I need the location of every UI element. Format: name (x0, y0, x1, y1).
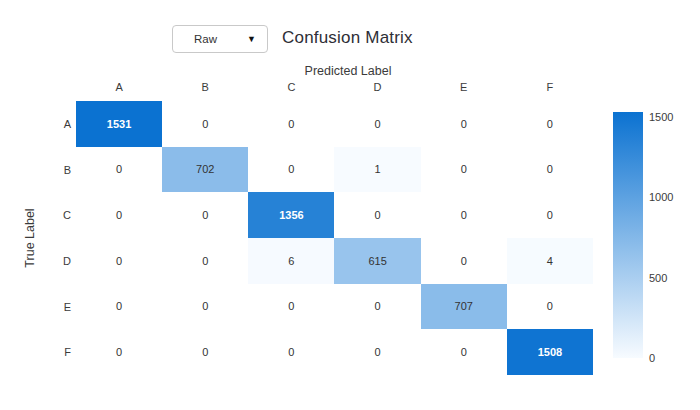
colorbar-gradient (613, 112, 643, 358)
matrix-cell-f-e[interactable]: 0 (421, 329, 507, 375)
row-label-f: F (41, 346, 71, 358)
col-header-a: A (99, 81, 139, 93)
matrix-cell-a-c[interactable]: 0 (248, 101, 334, 147)
view-mode-selected-value: Raw (173, 33, 247, 45)
heatmap-grid: 1531000000702010000135600000661504000070… (76, 101, 593, 375)
matrix-cell-e-b[interactable]: 0 (162, 284, 248, 330)
matrix-cell-a-d[interactable]: 0 (334, 101, 420, 147)
matrix-cell-c-b[interactable]: 0 (162, 192, 248, 238)
matrix-cell-e-d[interactable]: 0 (334, 284, 420, 330)
colorbar-tick-500: 500 (649, 272, 693, 284)
row-label-a: A (41, 118, 71, 130)
matrix-cell-a-a[interactable]: 1531 (76, 101, 162, 147)
matrix-cell-e-f[interactable]: 0 (507, 284, 593, 330)
matrix-cell-e-e[interactable]: 707 (421, 284, 507, 330)
matrix-cell-f-a[interactable]: 0 (76, 329, 162, 375)
view-mode-select[interactable]: Raw ▼ (172, 25, 268, 53)
page-title: Confusion Matrix (282, 28, 413, 48)
matrix-cell-d-f[interactable]: 4 (507, 238, 593, 284)
matrix-cell-d-b[interactable]: 0 (162, 238, 248, 284)
matrix-cell-c-c[interactable]: 1356 (248, 192, 334, 238)
matrix-cell-f-c[interactable]: 0 (248, 329, 334, 375)
confusion-matrix-app: Raw ▼ Confusion Matrix Predicted Label T… (0, 0, 700, 410)
matrix-cell-b-d[interactable]: 1 (334, 147, 420, 193)
matrix-cell-d-d[interactable]: 615 (334, 238, 420, 284)
col-header-e: E (444, 81, 484, 93)
matrix-cell-d-e[interactable]: 0 (421, 238, 507, 284)
matrix-cell-f-d[interactable]: 0 (334, 329, 420, 375)
matrix-cell-c-e[interactable]: 0 (421, 192, 507, 238)
matrix-cell-c-f[interactable]: 0 (507, 192, 593, 238)
colorbar-tick-1000: 1000 (649, 191, 693, 203)
col-header-b: B (185, 81, 225, 93)
row-label-d: D (41, 255, 71, 267)
col-header-f: F (530, 81, 570, 93)
row-label-c: C (41, 209, 71, 221)
matrix-cell-f-b[interactable]: 0 (162, 329, 248, 375)
matrix-cell-c-d[interactable]: 0 (334, 192, 420, 238)
matrix-cell-d-c[interactable]: 6 (248, 238, 334, 284)
matrix-cell-b-b[interactable]: 702 (162, 147, 248, 193)
matrix-cell-b-e[interactable]: 0 (421, 147, 507, 193)
colorbar-tick-1500: 1500 (649, 111, 693, 123)
chevron-down-icon: ▼ (247, 35, 267, 44)
y-axis-title: True Label (23, 186, 37, 290)
matrix-cell-e-c[interactable]: 0 (248, 284, 334, 330)
matrix-cell-a-f[interactable]: 0 (507, 101, 593, 147)
matrix-cell-a-b[interactable]: 0 (162, 101, 248, 147)
col-header-c: C (271, 81, 311, 93)
matrix-cell-f-f[interactable]: 1508 (507, 329, 593, 375)
row-label-e: E (41, 301, 71, 313)
matrix-cell-b-c[interactable]: 0 (248, 147, 334, 193)
matrix-cell-b-f[interactable]: 0 (507, 147, 593, 193)
colorbar-tick-0: 0 (649, 352, 693, 364)
matrix-cell-b-a[interactable]: 0 (76, 147, 162, 193)
matrix-cell-c-a[interactable]: 0 (76, 192, 162, 238)
matrix-cell-a-e[interactable]: 0 (421, 101, 507, 147)
matrix-cell-d-a[interactable]: 0 (76, 238, 162, 284)
row-label-b: B (41, 164, 71, 176)
col-header-d: D (358, 81, 398, 93)
matrix-cell-e-a[interactable]: 0 (76, 284, 162, 330)
x-axis-title: Predicted Label (248, 64, 448, 78)
